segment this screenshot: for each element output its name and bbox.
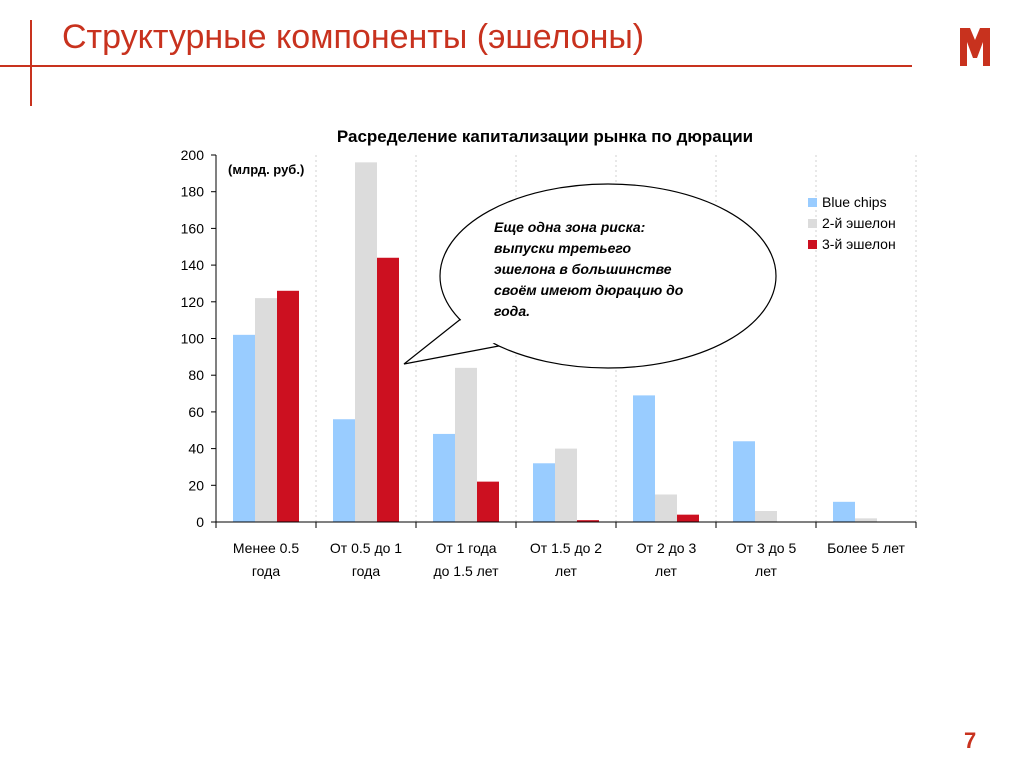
x-category-label: Менее 0.5 [233,540,299,556]
callout-text: эшелона в большинстве [494,261,672,277]
page-number: 7 [964,728,977,753]
y-tick-label: 0 [196,514,204,530]
x-category-label: Более 5 лет [827,540,905,556]
x-category-label: От 0.5 до 1 [330,540,402,556]
unit-label: (млрд. руб.) [228,162,304,177]
bar [377,257,399,522]
callout-seam [412,316,500,359]
bar [555,448,577,522]
x-category-label: От 2 до 3 [636,540,697,556]
bars [233,162,877,522]
title-underline [0,65,912,67]
x-category-label: От 1 года [435,540,496,556]
x-category-labels: Менее 0.5 года От 0.5 до 1 года От 1 года до … [233,540,906,579]
callout-text: года. [494,303,530,319]
title-accent-bar [30,20,32,106]
bar [533,463,555,522]
y-tick-label: 200 [181,147,205,163]
y-tick-label: 60 [188,404,204,420]
legend-swatch [808,219,817,228]
y-tick-label: 140 [181,257,205,273]
bar [433,433,455,522]
y-tick-label: 80 [188,367,204,383]
bar [755,510,777,522]
bar [355,162,377,522]
x-category-label: лет [755,563,777,579]
legend-swatch [808,198,817,207]
callout-text: своём имеют дюрацию до [494,282,684,298]
x-category-label: лет [655,563,677,579]
x-category-label: года [352,563,380,579]
bar [277,290,299,522]
y-tick-label: 100 [181,331,205,347]
bar [233,334,255,522]
legend-label: 2-й эшелон [822,215,896,231]
bar [655,494,677,522]
x-category-label: года [252,563,280,579]
callout-text: Еще одна зона риска: [494,219,645,235]
bar [455,367,477,522]
x-category-label: до 1.5 лет [433,563,499,579]
x-category-label: От 1.5 до 2 [530,540,602,556]
legend-label: Blue chips [822,194,887,210]
x-category-label: От 3 до 5 [736,540,797,556]
slide-title: Структурные компоненты (эшелоны) [62,18,645,56]
callout-text: выпуски третьего [494,240,632,256]
y-tick-labels: 0 20 40 60 80 100 120 140 160 180 200 [181,147,205,530]
annotation-callout: Еще одна зона риска: выпуски третьего эшел… [403,183,777,369]
legend-label: 3-й эшелон [822,236,896,252]
bar [855,518,877,522]
y-tick-label: 180 [181,184,205,200]
y-tick-label: 160 [181,220,205,236]
legend-swatch [808,240,817,249]
bar [577,520,599,522]
y-tick-label: 120 [181,294,205,310]
bar [477,481,499,522]
bar [733,441,755,522]
bar [333,419,355,522]
y-tick-label: 40 [188,441,204,457]
bar [633,395,655,522]
m-logo-icon [960,28,990,66]
legend: Blue chips 2-й эшелон 3-й эшелон [808,194,896,252]
axes [211,154,917,528]
y-tick-label: 20 [188,477,204,493]
chart-title: Раcределение капитализации рынка по дюра… [337,127,753,146]
bar [677,514,699,522]
bar [833,501,855,522]
x-category-label: лет [555,563,577,579]
callout-bubble [439,183,777,369]
bar [255,298,277,522]
